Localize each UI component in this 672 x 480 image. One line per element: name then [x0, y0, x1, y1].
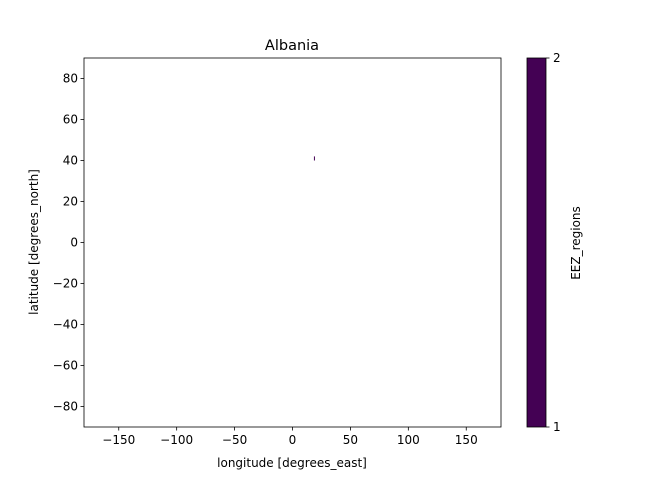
y-tick-label: 80 — [63, 72, 78, 86]
x-tick-label: 150 — [455, 433, 478, 447]
x-tick-label: 0 — [289, 433, 297, 447]
x-axis-ticks: −150 −100 −50 0 50 100 150 — [102, 427, 478, 447]
region-layer — [313, 156, 315, 161]
y-tick-label: 20 — [63, 195, 78, 209]
chart-title: Albania — [265, 38, 319, 54]
y-tick-label: 0 — [70, 236, 78, 250]
colorbar-tick-label: 2 — [553, 51, 561, 65]
y-tick-label: −60 — [53, 359, 78, 373]
colorbar-label: EEZ_regions — [569, 206, 583, 280]
y-tick-label: −40 — [53, 318, 78, 332]
x-tick-label: 100 — [397, 433, 420, 447]
plot-area — [83, 57, 502, 428]
x-tick-label: 50 — [343, 433, 358, 447]
colorbar-ticks: 12 — [546, 51, 561, 434]
colorbar-fill — [526, 57, 547, 428]
y-tick-label: −80 — [53, 400, 78, 414]
x-tick-label: −100 — [160, 433, 193, 447]
x-axis-label: longitude [degrees_east] — [217, 456, 367, 470]
y-tick-label: −20 — [53, 277, 78, 291]
region-cell — [313, 156, 315, 161]
y-tick-label: 40 — [63, 154, 78, 168]
colorbar-tick-label: 1 — [553, 420, 561, 434]
colorbar: 12 EEZ_regions — [526, 51, 583, 434]
y-axis-label: latitude [degrees_north] — [27, 169, 41, 315]
plot-frame — [83, 57, 502, 428]
x-tick-label: −50 — [222, 433, 247, 447]
y-axis-ticks: −80 −60 −40 −20 0 20 40 60 80 — [53, 72, 84, 414]
y-tick-label: 60 — [63, 113, 78, 127]
x-tick-label: −150 — [102, 433, 135, 447]
